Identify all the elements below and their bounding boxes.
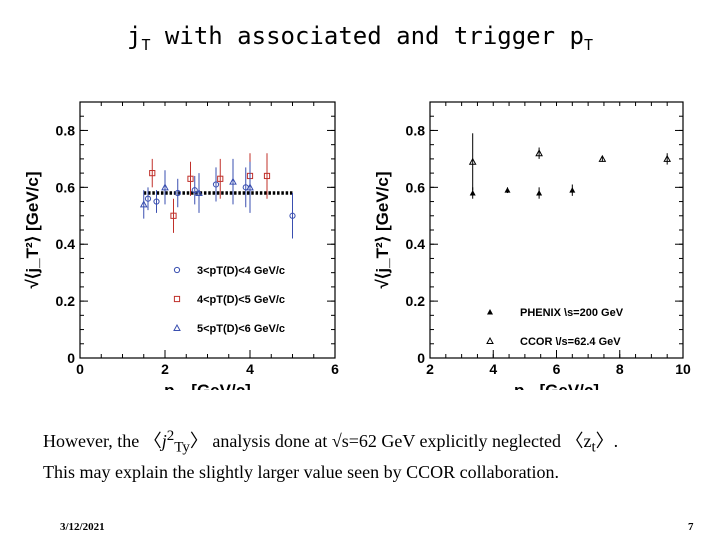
data-point — [229, 177, 237, 185]
x-tick-label: 10 — [675, 361, 691, 377]
data-point — [195, 188, 203, 197]
x-tick-label: 2 — [161, 361, 169, 377]
data-point — [191, 187, 198, 194]
data-point — [153, 198, 160, 205]
legend-label: CCOR \/s=62.4 GeV — [520, 336, 621, 348]
x-tick-label: 2 — [426, 361, 434, 377]
y-tick-label: 0.8 — [406, 122, 426, 138]
legend-marker — [173, 323, 181, 331]
caption-line-1: However, the 〈j2Ty〉 analysis done at √s=… — [43, 428, 619, 456]
y-axis-label: √⟨j_T²⟩ [GeV/c] — [23, 171, 42, 288]
legend-label: 5<pT(D)<6 GeV/c — [197, 323, 285, 335]
data-point — [170, 212, 177, 219]
data-point — [217, 175, 224, 182]
caption-line-2: This may explain the slightly larger val… — [43, 461, 560, 482]
legend-marker — [486, 336, 494, 344]
plot-frame — [79, 101, 336, 359]
x-tick-label: 0 — [76, 361, 84, 377]
data-point — [598, 154, 607, 162]
data-point — [289, 212, 296, 219]
legend-marker — [487, 309, 493, 315]
y-tick-label: 0.4 — [56, 236, 76, 252]
data-point — [504, 187, 511, 193]
data-point — [149, 170, 156, 177]
slide-date: 3/12/2021 — [60, 521, 105, 533]
legend-label: PHENIX \s=200 GeV — [520, 307, 624, 319]
x-tick-label: 6 — [553, 361, 561, 377]
y-tick-label: 0.6 — [56, 179, 76, 195]
data-point — [263, 172, 271, 180]
slide-caption: However, the 〈j2Ty〉 analysis done at √s=… — [43, 424, 703, 484]
legend-marker — [173, 266, 181, 274]
slide-title: jT with associated and trigger pT — [127, 22, 593, 54]
y-tick-label: 0.4 — [406, 236, 426, 252]
x-axis-label: pTt [GeV/c] — [514, 381, 599, 390]
chart-left: 0 2 4 6 0 0.2 0.4 0.6 0.8 pTa [GeV/c] √⟨j_T²⟩ [GeV… — [23, 101, 339, 390]
legend-marker — [173, 295, 181, 303]
data-point — [161, 183, 169, 191]
y-axis-label: √⟨j_T²⟩ [GeV/c] — [373, 171, 392, 288]
y-tick-label: 0 — [417, 350, 425, 366]
x-tick-label: 4 — [246, 361, 254, 377]
data-point — [569, 187, 576, 193]
y-tick-label: 0.6 — [406, 179, 426, 195]
data-point — [535, 149, 543, 157]
y-tick-label: 0.2 — [56, 293, 76, 309]
x-tick-label: 8 — [616, 361, 624, 377]
data-point — [144, 195, 152, 202]
data-point — [212, 181, 220, 188]
data-point — [139, 200, 148, 208]
y-tick-label: 0 — [67, 350, 75, 366]
y-tick-label: 0.2 — [406, 293, 426, 309]
data-point — [174, 189, 181, 197]
y-tick-label: 0.8 — [56, 122, 76, 138]
data-point — [663, 154, 672, 162]
x-axis-label: pTa [GeV/c] — [164, 381, 251, 390]
legend-label: 3<pT(D)<4 GeV/c — [197, 265, 285, 277]
plot-frame — [429, 101, 684, 359]
legend-label: 4<pT(D)<5 GeV/c — [197, 294, 285, 306]
x-tick-label: 6 — [331, 361, 339, 377]
data-point — [468, 157, 477, 165]
chart-right: 2 4 6 8 10 0 0.2 0.4 0.6 0.8 pTt [GeV/c] √⟨j_T²⟩ [G… — [373, 101, 691, 390]
data-point — [187, 175, 194, 182]
data-point — [469, 190, 476, 196]
data-point — [536, 190, 543, 196]
data-point — [246, 183, 254, 191]
x-tick-label: 4 — [489, 361, 497, 377]
slide-number: 7 — [688, 521, 694, 533]
